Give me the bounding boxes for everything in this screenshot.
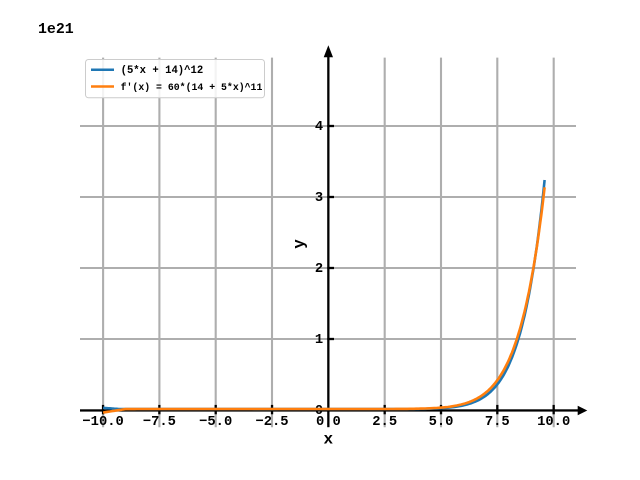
- svg-text:−7.5: −7.5: [143, 415, 176, 430]
- svg-text:−2.5: −2.5: [255, 415, 288, 430]
- svg-text:−5.0: −5.0: [199, 415, 232, 430]
- svg-text:−10.0: −10.0: [82, 415, 123, 430]
- svg-text:3: 3: [315, 191, 323, 206]
- svg-text:1e21: 1e21: [38, 22, 74, 38]
- svg-text:5.0: 5.0: [429, 415, 454, 430]
- svg-text:(5*x + 14)^12: (5*x + 14)^12: [121, 65, 204, 77]
- svg-text:10.0: 10.0: [537, 415, 570, 430]
- svg-text:7.5: 7.5: [485, 415, 510, 430]
- svg-text:2.5: 2.5: [372, 415, 397, 430]
- svg-text:x: x: [323, 431, 333, 449]
- svg-text:f'(x) = 60*(14 + 5*x)^11: f'(x) = 60*(14 + 5*x)^11: [121, 82, 263, 93]
- svg-text:1: 1: [315, 333, 323, 348]
- svg-text:y: y: [291, 239, 309, 249]
- svg-text:4: 4: [315, 120, 323, 135]
- svg-text:2: 2: [315, 262, 323, 277]
